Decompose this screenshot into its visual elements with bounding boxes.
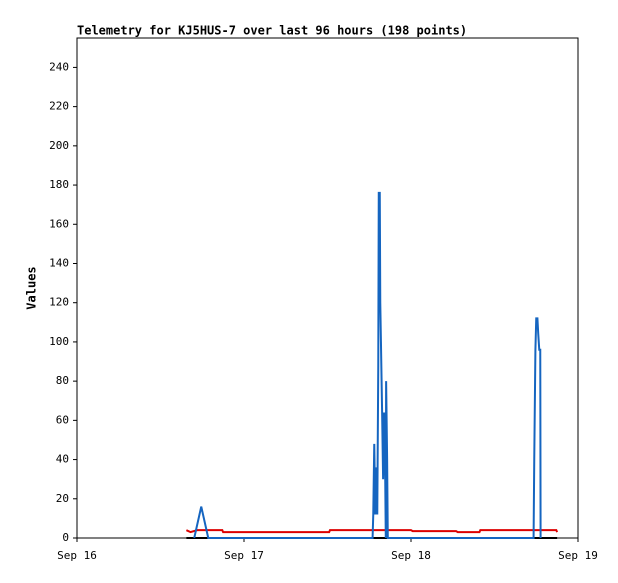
- y-tick-label: 160: [49, 217, 69, 230]
- y-tick-label: 180: [49, 178, 69, 191]
- y-tick-label: 40: [56, 453, 69, 466]
- y-tick-label: 60: [56, 413, 69, 426]
- y-tick-label: 200: [49, 139, 69, 152]
- y-tick-label: 100: [49, 335, 69, 348]
- chart-title: Telemetry for KJ5HUS-7 over last 96 hour…: [77, 24, 467, 38]
- series-line: [193, 191, 542, 539]
- x-tick-label: Sep 17: [224, 549, 264, 562]
- y-tick-label: 140: [49, 256, 69, 269]
- y-tick-label: 240: [49, 60, 69, 73]
- y-tick-label: 220: [49, 100, 69, 113]
- y-axis-label: Values: [25, 266, 39, 309]
- y-tick-label: 120: [49, 296, 69, 309]
- y-tick-label: 0: [62, 531, 69, 544]
- x-tick-label: Sep 18: [391, 549, 431, 562]
- y-tick-label: 80: [56, 374, 69, 387]
- x-tick-label: Sep 19: [558, 549, 598, 562]
- y-tick-label: 20: [56, 492, 69, 505]
- x-tick-label: Sep 16: [57, 549, 97, 562]
